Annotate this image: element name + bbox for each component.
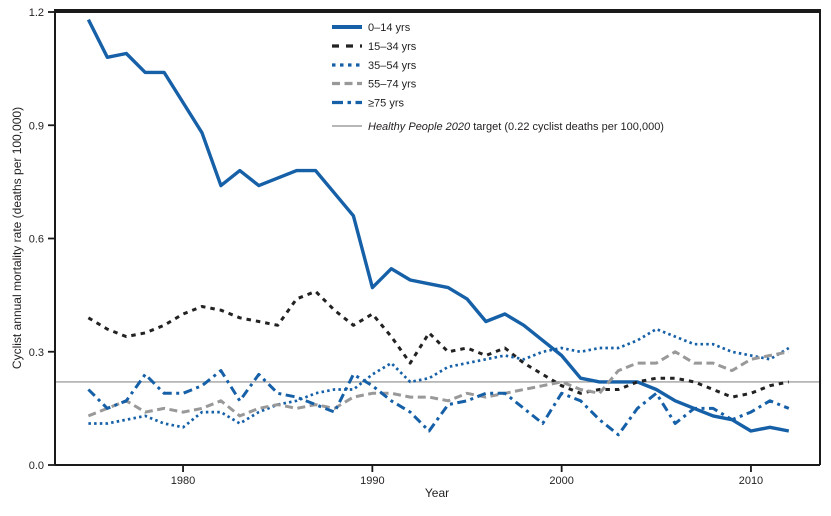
x-tick-label: 2000 — [549, 475, 573, 487]
legend-label: 55–74 yrs — [368, 79, 417, 91]
y-tick-label: 0.0 — [29, 460, 44, 472]
series-line-0-14-yrs — [86, 18, 790, 433]
series-line-55-74-yrs — [87, 350, 790, 418]
series-line--75-yrs — [87, 369, 790, 437]
legend-label: 0–14 yrs — [368, 22, 411, 34]
legend-item-35-54-yrs: 35–54 yrs — [332, 60, 417, 72]
legend-item--75-yrs: ≥75 yrs — [332, 98, 404, 110]
series-line-15-34-yrs — [87, 289, 790, 399]
legend-item-15-34-yrs: 15–34 yrs — [332, 41, 417, 53]
y-tick-label: 1.2 — [29, 7, 44, 19]
x-tick-label: 2010 — [739, 475, 763, 487]
y-tick-label: 0.6 — [29, 234, 44, 246]
x-tick-label: 1990 — [360, 475, 384, 487]
y-axis-title: Cyclist annual mortality rate (deaths pe… — [10, 107, 24, 369]
x-axis-title: Year — [425, 486, 449, 500]
y-tick-label: 0.3 — [29, 347, 44, 359]
legend-label: 35–54 yrs — [368, 60, 417, 72]
legend-label: ≥75 yrs — [368, 98, 404, 110]
y-tick-label: 0.9 — [29, 120, 44, 132]
legend-item-target: Healthy People 2020 target (0.22 cyclist… — [332, 121, 664, 133]
legend-item-55-74-yrs: 55–74 yrs — [332, 79, 417, 91]
legend-label-target: Healthy People 2020 target (0.22 cyclist… — [368, 121, 664, 133]
legend-label: 15–34 yrs — [368, 41, 417, 53]
legend-item-0-14-yrs: 0–14 yrs — [332, 22, 411, 34]
x-tick-label: 1980 — [171, 475, 195, 487]
